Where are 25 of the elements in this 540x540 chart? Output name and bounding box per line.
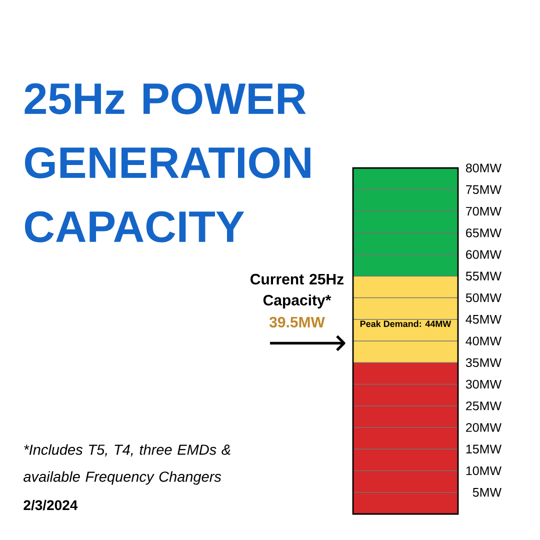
y-tick-label: 15MW <box>466 444 502 454</box>
y-tick-label: 45MW <box>466 315 502 324</box>
y-tick-label: 75MW <box>466 185 502 194</box>
y-tick-label: 10MW <box>466 466 502 476</box>
y-tick-label: 60MW <box>466 250 502 259</box>
y-tick-label: 40MW <box>466 336 502 346</box>
ref-line-label: 39.5MW <box>269 316 325 328</box>
y-tick-label: 5MW <box>472 488 502 497</box>
annotation: Peak Demand: 44MW <box>360 320 452 328</box>
y-tick-label: 80MW <box>466 164 502 172</box>
chart-title: 25Hz POWER GENERATION CAPACITY <box>24 83 310 242</box>
y-tick-label: 25MW <box>466 401 502 410</box>
bar <box>353 168 458 276</box>
y-tick-label: 35MW <box>466 358 502 368</box>
text: 2/3/2024 <box>24 500 78 510</box>
text: Current 25Hz Capacity* <box>250 274 344 308</box>
y-tick-label: 55MW <box>466 272 502 280</box>
y-tick-label: 50MW <box>466 293 502 302</box>
y-tick-label: 20MW <box>466 423 502 432</box>
bar <box>353 276 458 363</box>
y-tick-label: 70MW <box>466 206 502 216</box>
bar <box>353 362 458 514</box>
text: *Includes T5, T4, three EMDs & available Frequency Changers <box>24 444 230 485</box>
y-tick-label: 30MW <box>466 380 502 389</box>
y-tick-label: 65MW <box>466 228 502 238</box>
